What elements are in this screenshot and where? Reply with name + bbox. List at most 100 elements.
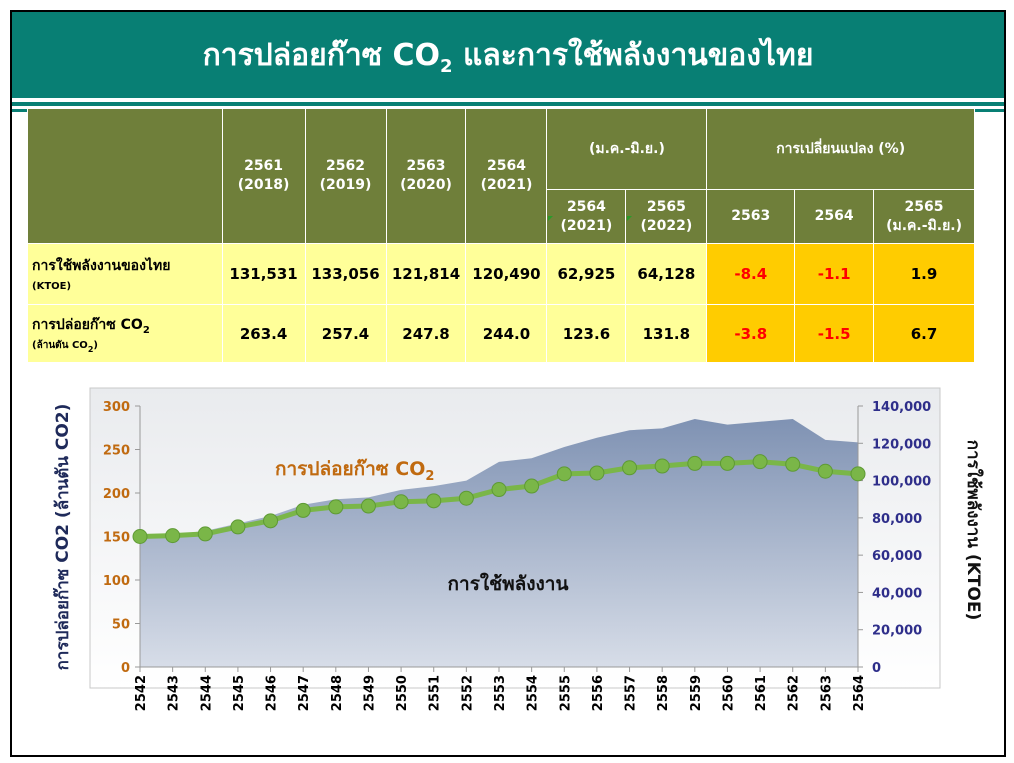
year-header: 2563 (2020) [385,108,467,244]
right-tick-label: 100,000 [872,475,931,490]
x-tick-label: 2544 [199,675,214,711]
co2-data-point [850,466,866,482]
x-tick-label: 2560 [721,675,736,711]
x-tick-label: 2558 [656,675,671,711]
co2-data-point [426,493,442,509]
period-header: (ม.ค.-มิ.ย.) [546,108,708,190]
change-cell: 1.9 [873,243,975,305]
change-cell: 6.7 [873,304,975,363]
co2-data-point [589,465,605,481]
corner-cell [27,108,223,244]
right-tick-label: 20,000 [872,624,922,639]
x-tick-label: 2548 [330,675,345,711]
co2-data-point [817,463,833,479]
change-cell: -3.8 [706,304,796,363]
co2-data-point [458,490,474,506]
table-cell: 133,056 [304,243,387,305]
co2-energy-chart: 0 50 100 150 200 250 300 0 20,000 40,000 60,000 80,… [53,387,984,711]
co2-data-point [263,513,279,529]
table-cell: 244.0 [465,304,548,363]
right-tick-label: 140,000 [872,400,931,415]
period-year-header: 2564 (2021) [546,189,627,244]
co2-data-point [328,499,344,515]
co2-data-point [491,482,507,498]
x-tick-label: 2559 [689,675,704,711]
change-header: การเปลี่ยนแปลง (%) [706,108,975,190]
x-tick-label: 2553 [493,675,508,711]
left-tick-label: 300 [103,400,130,415]
right-tick-label: 0 [872,661,881,676]
year-header: 2564 (2021) [465,108,548,244]
x-tick-label: 2552 [460,675,475,711]
table-row: การใช้พลังงานของไทย (KTOE) 131,531 133,05… [27,243,975,305]
x-tick-label: 2555 [558,675,573,711]
left-axis-title: การปล่อยก๊าซ CO2 (ล้านตัน CO2) [53,404,73,671]
table-row: การปล่อยก๊าซ CO2 (ล้านตัน CO2) 263.4 257.… [27,304,975,363]
x-tick-label: 2561 [754,675,769,711]
left-tick-label: 0 [121,661,130,676]
table-cell: 131,531 [221,243,306,305]
page-title: การปล่อยก๊าซ CO2 และการใช้พลังงานของไทย [202,37,814,77]
title-banner: การปล่อยก๊าซ CO2 และการใช้พลังงานของไทย [12,12,1004,98]
co2-data-point [556,466,572,482]
co2-data-point [719,455,735,471]
table-cell: 123.6 [546,304,627,363]
table-cell: 62,925 [546,243,627,305]
table-cell: 263.4 [221,304,306,363]
right-axis-title: การใช้พลังงาน (KTOE) [963,440,984,621]
year-header: 2562 (2019) [304,108,387,244]
left-tick-label: 50 [112,618,130,633]
row-label: การใช้พลังงานของไทย (KTOE) [27,243,223,305]
divider-stripe [12,102,1004,106]
change-cell: -1.5 [794,304,875,363]
table-cell: 131.8 [625,304,708,363]
co2-data-point [622,460,638,476]
co2-data-point [524,478,540,494]
x-tick-label: 2554 [526,675,541,711]
period-year-header: 2565 (2022) [625,189,708,244]
co2-data-point [654,458,670,474]
right-tick-label: 80,000 [872,512,922,527]
x-tick-label: 2551 [428,675,443,711]
left-tick-label: 200 [103,487,130,502]
x-tick-label: 2562 [787,675,802,711]
x-tick-label: 2546 [265,675,280,711]
co2-data-point [752,454,768,470]
co2-data-point [230,519,246,535]
x-tick-label: 2564 [852,675,867,711]
table-cell: 64,128 [625,243,708,305]
x-tick-label: 2547 [297,675,312,711]
co2-data-point [393,494,409,510]
x-tick-label: 2545 [232,675,247,711]
row-label: การปล่อยก๊าซ CO2 (ล้านตัน CO2) [27,304,223,363]
table-cell: 120,490 [465,243,548,305]
x-tick-label: 2542 [134,675,149,711]
x-tick-label: 2543 [167,675,182,711]
co2-data-point [360,498,376,514]
x-tick-label: 2549 [362,675,377,711]
co2-data-point [785,456,801,472]
change-year-header: 2565 (ม.ค.-มิ.ย.) [873,189,975,244]
left-tick-label: 250 [103,444,130,459]
year-header: 2561 (2018) [221,108,306,244]
x-tick-label: 2550 [395,675,410,711]
change-cell: -8.4 [706,243,796,305]
change-year-header: 2563 [706,189,796,244]
right-tick-label: 40,000 [872,586,922,601]
energy-series-label: การใช้พลังงาน [448,572,569,595]
co2-series-label: การปล่อยก๊าซ CO2 [275,458,434,484]
table-cell: 247.8 [385,304,467,363]
energy-co2-table: 2561 (2018) 2562 (2019) 2563 (2020) 2564 (20… [27,108,975,363]
x-tick-label: 2556 [591,675,606,711]
change-year-header: 2564 [794,189,875,244]
right-tick-label: 60,000 [872,549,922,564]
left-tick-label: 100 [103,574,130,589]
table-cell: 121,814 [385,243,467,305]
x-tick-label: 2557 [624,675,639,711]
co2-data-point [165,528,181,544]
co2-data-point [132,529,148,544]
co2-data-point [687,455,703,471]
change-cell: -1.1 [794,243,875,305]
x-tick-label: 2563 [819,675,834,711]
co2-data-point [197,526,213,542]
